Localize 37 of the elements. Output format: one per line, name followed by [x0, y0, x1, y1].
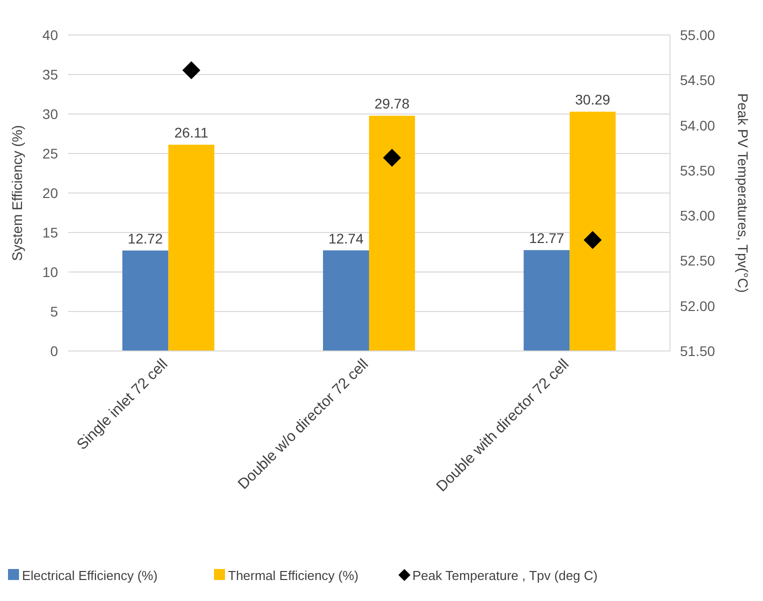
bar — [323, 250, 369, 351]
y-tick-label: 20 — [42, 185, 58, 201]
data-label: 29.78 — [374, 96, 410, 112]
y2-tick-label: 53.00 — [680, 208, 716, 224]
y-tick-label: 35 — [42, 66, 58, 82]
y-tick-label: 30 — [42, 106, 58, 122]
data-label: 12.72 — [128, 230, 164, 247]
y2-tick-label: 54.50 — [680, 72, 716, 88]
legend-label: Peak Temperature , Tpv (deg C) — [412, 568, 598, 583]
y2-tick-label: 53.50 — [680, 162, 716, 178]
y-tick-label: 10 — [42, 264, 58, 280]
point — [383, 148, 401, 167]
y-tick-label: 40 — [42, 27, 58, 43]
y2-tick-label: 51.50 — [680, 343, 716, 359]
data-label: 12.74 — [328, 230, 364, 246]
y-tick-label: 5 — [50, 304, 58, 320]
point — [584, 230, 602, 249]
bar — [122, 250, 168, 351]
bar — [570, 112, 616, 351]
y2-tick-label: 55.00 — [680, 27, 716, 43]
y2-tick-label: 52.00 — [680, 298, 716, 314]
data-label: 12.77 — [529, 230, 564, 246]
legend-label: Thermal Efficiency (%) — [228, 568, 359, 583]
data-label: 30.29 — [575, 92, 610, 108]
bar — [369, 116, 415, 351]
y-tick-label: 15 — [42, 224, 58, 240]
data-label: 26.11 — [174, 124, 209, 141]
y-tick-label: 25 — [42, 146, 58, 162]
bar — [524, 250, 570, 351]
y-axis-title: System Efficiency (%) — [9, 125, 25, 261]
y2-tick-label: 54.00 — [680, 117, 716, 134]
y-tick-label: 0 — [50, 343, 58, 359]
point — [182, 61, 200, 80]
bar — [168, 144, 214, 351]
legend-label: Electrical Efficiency (%) — [22, 568, 158, 583]
y2-axis-title: Peak PV Temperatures, Tpv(°C) — [735, 93, 751, 293]
y2-tick-label: 52.50 — [680, 252, 716, 269]
